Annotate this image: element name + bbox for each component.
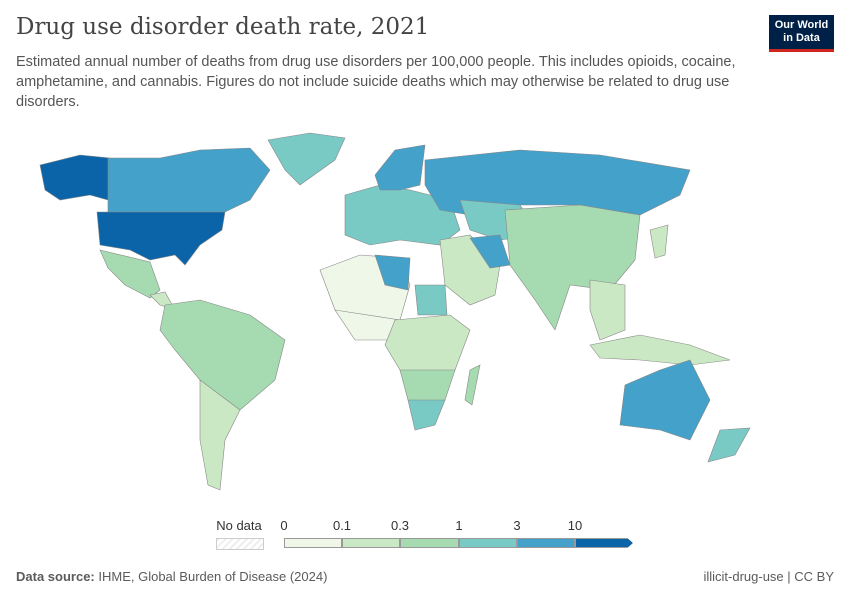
legend-bin[interactable] [342,538,400,548]
country-region[interactable]: Canada [107,147,271,213]
legend: No data 0 0.1 0.3 1 3 10 [0,518,850,558]
legend-bin[interactable] [284,538,342,548]
country-region[interactable]: Southeast Asia [589,279,626,341]
legend-no-data-swatch[interactable] [216,538,264,550]
country-region[interactable]: Southern Cone [199,379,241,491]
owid-logo[interactable]: Our World in Data [769,15,834,52]
legend-tick: 1 [455,518,463,533]
legend-bin[interactable] [575,538,633,548]
country-region[interactable]: Greenland [267,132,346,186]
country-region[interactable]: Mexico [99,249,161,299]
country-region[interactable]: Australia [619,359,711,441]
legend-tick: 3 [513,518,521,533]
subtitle: Estimated annual number of deaths from d… [16,54,736,110]
page-title: Drug use disorder death rate, 2021 [16,14,430,40]
source-text[interactable]: IHME, Global Burden of Disease (2024) [98,569,328,584]
country-region[interactable]: Alaska (United States) [39,154,111,201]
country-region[interactable]: Indonesia [589,334,731,366]
country-region[interactable]: Japan [649,224,669,259]
legend-tick: 0.1 [332,518,352,533]
legend-no-data-label: No data [216,518,262,533]
legend-tick: 0 [280,518,288,533]
legend-bin[interactable] [517,538,575,548]
country-region[interactable]: Sudan [414,284,448,316]
country-region[interactable]: Libya [374,254,411,291]
data-source: Data source: IHME, Global Burden of Dise… [16,569,327,584]
legend-tick: 10 [567,518,583,533]
country-region[interactable]: South Africa [407,399,446,431]
legend-tick: 0.3 [390,518,410,533]
legend-bin[interactable] [400,538,459,548]
country-region[interactable]: Madagascar [464,364,481,406]
footer-right[interactable]: illicit-drug-use | CC BY [703,569,834,584]
country-region[interactable]: Scandinavia [374,144,426,191]
legend-bin[interactable] [459,538,517,548]
country-region[interactable]: United States [96,211,226,266]
country-region[interactable]: New Zealand [707,427,751,463]
source-label: Data source: [16,569,95,584]
